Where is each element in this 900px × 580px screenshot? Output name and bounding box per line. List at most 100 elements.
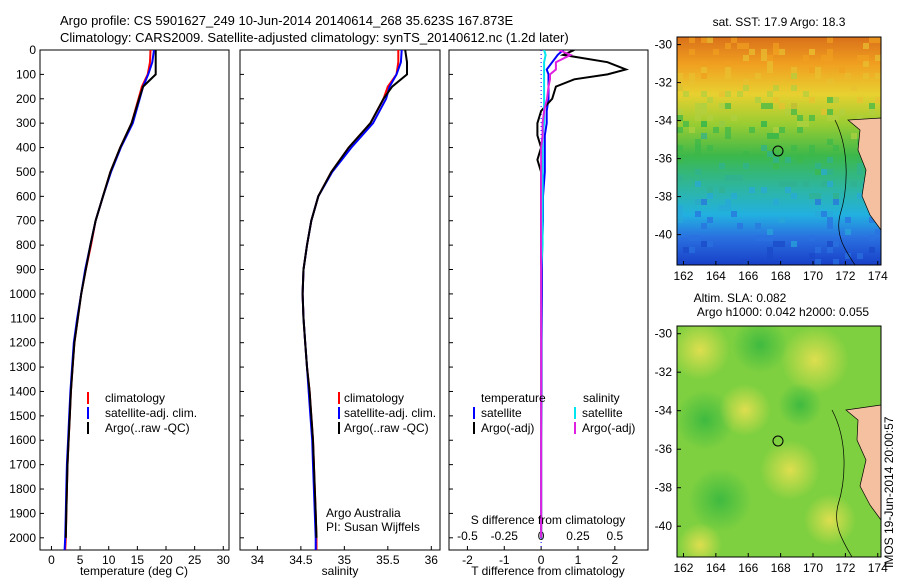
sst-pixel: [719, 121, 725, 127]
sst-pixel: [827, 247, 833, 253]
sla-anomaly-patch: [778, 383, 822, 427]
sst-pixel: [827, 169, 833, 175]
sst-pixel: [857, 253, 863, 259]
legend-label-t-satellite: satellite: [481, 406, 522, 420]
difference-series-line: [540, 50, 574, 538]
sst-lat-tick-label: -30: [655, 38, 673, 52]
sst-pixel: [725, 133, 731, 139]
sst-pixel: [863, 43, 869, 49]
sst-pixel: [845, 229, 851, 235]
sst-pixel: [779, 103, 785, 109]
sst-pixel: [863, 73, 869, 79]
depth-tick-label: 1900: [9, 506, 36, 520]
legend-label-s-argo: Argo(-adj): [582, 421, 635, 435]
sla-contour: [831, 409, 853, 557]
header-line-1: Argo profile: CS 5901627_249 10-Jun-2014…: [60, 13, 514, 28]
sst-pixel: [839, 109, 845, 115]
difference-axes: [448, 49, 649, 551]
sst-pixel: [761, 55, 767, 61]
sst-pixel: [737, 43, 743, 49]
sst-lon-tick-label: 172: [835, 269, 855, 283]
salinity-x-axis: 34 34.5 35 35.5 36: [251, 546, 438, 567]
sst-pixel: [707, 187, 713, 193]
header-line-2: Climatology: CARS2009. Satellite-adjuste…: [60, 30, 569, 45]
sst-pixel: [869, 217, 875, 223]
sst-pixel: [743, 151, 749, 157]
depth-tick-label: 1800: [9, 482, 36, 496]
depth-tick-label: 900: [16, 263, 36, 277]
sst-pixel: [743, 55, 749, 61]
sst-pixel: [869, 37, 875, 43]
series-line: [301, 50, 408, 538]
sst-pixel: [713, 127, 719, 133]
sst-pixel: [677, 145, 683, 151]
sla-title-2: Argo h1000: 0.042 h2000: 0.055: [697, 305, 869, 319]
sst-pixel: [821, 211, 827, 217]
sst-pixel: [701, 91, 707, 97]
sst-pixel: [815, 169, 821, 175]
sst-pixel: [731, 37, 737, 43]
sst-pixel: [695, 115, 701, 121]
temperature-x-tick-label: 30: [217, 553, 231, 567]
credit-pi: PI: Susan Wijffels: [326, 520, 420, 534]
sst-pixel: [749, 49, 755, 55]
sst-pixel: [809, 235, 815, 241]
sla-anomaly-patch: [804, 494, 856, 546]
sst-pixel: [803, 91, 809, 97]
sst-lat-tick-label: -36: [655, 152, 673, 166]
sst-pixel: [791, 73, 797, 79]
sst-pixel: [731, 193, 737, 199]
sst-pixel: [725, 127, 731, 133]
sst-contour: [834, 119, 856, 265]
sst-pixel: [791, 85, 797, 91]
difference-legend: temperature satellite Argo(-adj) salinit…: [473, 391, 635, 435]
sst-pixel: [767, 67, 773, 73]
sla-lat-tick-label: -32: [655, 365, 673, 379]
sst-pixel: [683, 121, 689, 127]
legend-swatch-t-satellite: [473, 407, 475, 419]
sst-pixel: [809, 115, 815, 121]
sst-pixel: [725, 43, 731, 49]
salinity-x-tick-label: 35: [338, 553, 352, 567]
sst-pixel: [701, 133, 707, 139]
depth-tick-label: 600: [16, 189, 36, 203]
sst-pixel: [815, 199, 821, 205]
sst-pixel: [767, 133, 773, 139]
sst-pixel: [677, 205, 683, 211]
temperature-x-tick-label: 25: [188, 553, 202, 567]
sst-pixel: [743, 43, 749, 49]
sst-lat-tick-label: -34: [655, 114, 673, 128]
sst-lon-tick-label: 166: [738, 269, 758, 283]
sst-pixel: [707, 97, 713, 103]
sst-pixel: [857, 163, 863, 169]
depth-tick-label: 1600: [9, 433, 36, 447]
legend-label-t-argo: Argo(-adj): [481, 421, 534, 435]
sst-pixel: [809, 253, 815, 259]
legend-swatch-argo: [87, 422, 89, 434]
sst-pixel: [755, 223, 761, 229]
sst-pixel: [767, 253, 773, 259]
depth-tick-label: 700: [16, 214, 36, 228]
depth-tick-label: 500: [16, 165, 36, 179]
sla-texture: [677, 326, 856, 557]
sst-pixel: [731, 175, 737, 181]
sst-pixel: [809, 49, 815, 55]
sst-pixel: [773, 241, 779, 247]
sst-pixel: [827, 223, 833, 229]
legend-swatch-satellite: [87, 407, 89, 419]
sst-pixel: [761, 103, 767, 109]
sst-lat-tick-label: -38: [655, 190, 673, 204]
sst-pixel: [821, 181, 827, 187]
sst-pixel: [827, 211, 833, 217]
sst-pixel: [695, 199, 701, 205]
sst-pixel: [785, 157, 791, 163]
sst-pixel: [809, 151, 815, 157]
sla-anomaly-patch: [732, 326, 788, 373]
sst-pixel: [845, 73, 851, 79]
sst-pixel: [815, 73, 821, 79]
sst-pixel: [689, 49, 695, 55]
depth-tick-label: 100: [16, 67, 36, 81]
sst-pixel: [755, 235, 761, 241]
sst-map-axes: 162 164 166 168 170 172 174 -30 -32 -34 -36 -38 -40: [655, 38, 888, 283]
sst-pixel: [815, 247, 821, 253]
